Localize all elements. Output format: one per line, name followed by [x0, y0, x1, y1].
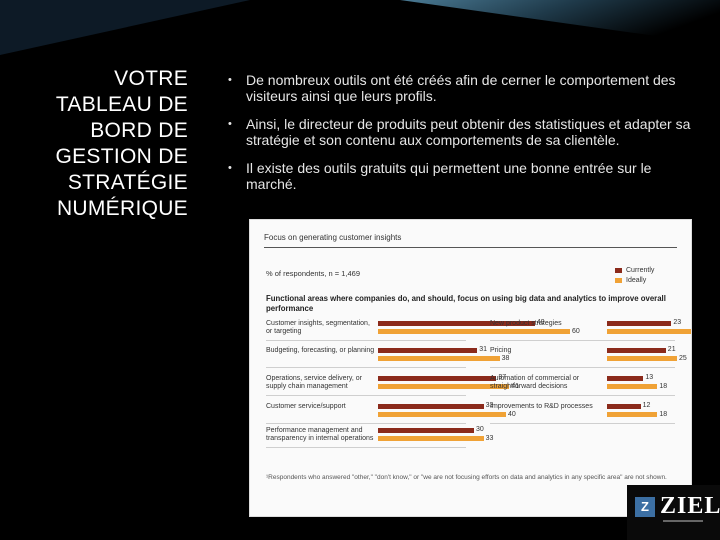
corner-decoration-right — [400, 0, 720, 45]
bar-currently — [378, 404, 484, 409]
bar-value-currently: 13 — [645, 374, 654, 381]
bar-ideally — [607, 356, 677, 361]
bar-currently — [607, 376, 644, 381]
bullet-text: Ainsi, le directeur de produits peut obt… — [246, 116, 691, 148]
chart-subtitle: Functional areas where companies do, and… — [266, 294, 666, 313]
bar-category-label: Automation of commercial or straightforw… — [490, 375, 580, 390]
bar-value-ideally: 60 — [572, 328, 580, 335]
bar-ideally — [378, 384, 510, 389]
row-separator — [266, 367, 466, 368]
slide-title-line: STRATÉGIE — [67, 171, 188, 194]
bar-ideally — [378, 356, 500, 361]
slide-title-line: TABLEAU DE — [55, 93, 188, 116]
chart-legend: Currently Ideally — [615, 267, 654, 287]
row-separator — [490, 340, 675, 341]
bar-value-currently: 37 — [498, 374, 507, 381]
bar-currently — [378, 348, 478, 353]
bar-value-ideally: 18 — [659, 411, 668, 418]
bullet-dot: • — [228, 118, 232, 130]
row-separator — [490, 423, 675, 424]
logo-text: ZIEL — [660, 493, 720, 519]
bar-value-ideally: 40 — [508, 411, 516, 418]
legend-label: Currently — [626, 267, 655, 274]
bar-category-label: Customer insights, segmentation, or targ… — [266, 320, 370, 335]
legend-swatch-currently — [615, 268, 622, 273]
row-separator — [490, 367, 675, 368]
chart-respondents: % of respondents, n = 1,469 — [266, 269, 361, 278]
bar-ideally — [378, 412, 506, 417]
slide-title-line: GESTION DE — [55, 145, 188, 168]
legend-item: Currently — [615, 267, 654, 274]
chart-title: Focus on generating customer insights — [264, 233, 402, 242]
bullet-dot: • — [228, 162, 232, 174]
bar-ideally — [607, 329, 691, 334]
row-separator — [266, 395, 466, 396]
chart-figure: Focus on generating customer insights % … — [249, 219, 692, 517]
bar-value-currently: 49 — [536, 319, 545, 326]
bar-value-currently: 23 — [673, 319, 682, 326]
bullet-item: • De nombreux outils ont été créés afin … — [228, 72, 693, 104]
legend-label: Ideally — [626, 277, 647, 284]
bar-ideally — [607, 412, 658, 417]
bar-value-currently: 30 — [476, 426, 484, 433]
bar-value-currently: 12 — [642, 402, 651, 409]
bullet-text: Il existe des outils gratuits qui permet… — [246, 160, 652, 192]
ziel-logo: Z ZIEL — [627, 485, 720, 540]
bullet-dot: • — [228, 74, 232, 86]
bar-category-label: Improvements to R&D processes — [490, 403, 593, 410]
bar-category-label: Performance management and transparency … — [266, 427, 374, 442]
legend-item: Ideally — [615, 277, 654, 284]
bar-currently — [378, 428, 474, 433]
bar-value-ideally: 41 — [511, 383, 519, 390]
bar-currently — [607, 348, 666, 353]
bar-value-currently: 21 — [667, 346, 676, 353]
bar-ideally — [378, 329, 570, 334]
bar-value-currently: 31 — [479, 346, 487, 353]
logo-underline — [663, 520, 703, 522]
legend-swatch-ideally — [615, 278, 622, 283]
row-separator — [266, 447, 466, 448]
slide-title-line: BORD DE — [90, 119, 188, 142]
bullet-item: • Ainsi, le directeur de produits peut o… — [228, 116, 693, 148]
bar-ideally — [607, 384, 658, 389]
bullet-item: • Il existe des outils gratuits qui perm… — [228, 160, 693, 192]
bar-value-ideally: 38 — [501, 355, 510, 362]
bar-currently — [378, 376, 497, 381]
bullet-text: De nombreux outils ont été créés afin de… — [246, 72, 676, 104]
bar-category-label: Operations, service delivery, or supply … — [266, 375, 362, 390]
bar-category-label: New product strategies — [490, 320, 562, 327]
bar-value-ideally: 33 — [485, 435, 494, 442]
row-separator — [490, 395, 675, 396]
bar-currently — [607, 321, 672, 326]
bar-ideally — [378, 436, 484, 441]
bar-value-ideally: 18 — [659, 383, 668, 390]
bullet-list: • De nombreux outils ont été créés afin … — [228, 72, 693, 204]
bar-category-label: Customer service/support — [266, 403, 346, 410]
row-separator — [266, 340, 466, 341]
chart-footnote: ¹Respondents who answered "other," "don'… — [266, 474, 667, 481]
bar-currently — [607, 404, 641, 409]
bar-category-label: Pricing — [490, 347, 512, 354]
slide-title: VOTRE TABLEAU DE BORD DE GESTION DE STRA… — [30, 66, 188, 222]
bar-value-ideally: 25 — [679, 355, 687, 362]
slide-title-line: VOTRE — [114, 67, 188, 90]
chart-title-rule — [264, 247, 677, 248]
corner-decoration-left — [0, 0, 250, 55]
bar-category-label: Budgeting, forecasting, or planning — [266, 347, 375, 354]
bar-currently — [378, 321, 535, 326]
bar-value-currently: 33 — [485, 402, 494, 409]
row-separator — [266, 423, 466, 424]
slide-title-line: NUMÉRIQUE — [56, 197, 188, 220]
ziel-logo-mark-icon: Z — [635, 497, 655, 517]
